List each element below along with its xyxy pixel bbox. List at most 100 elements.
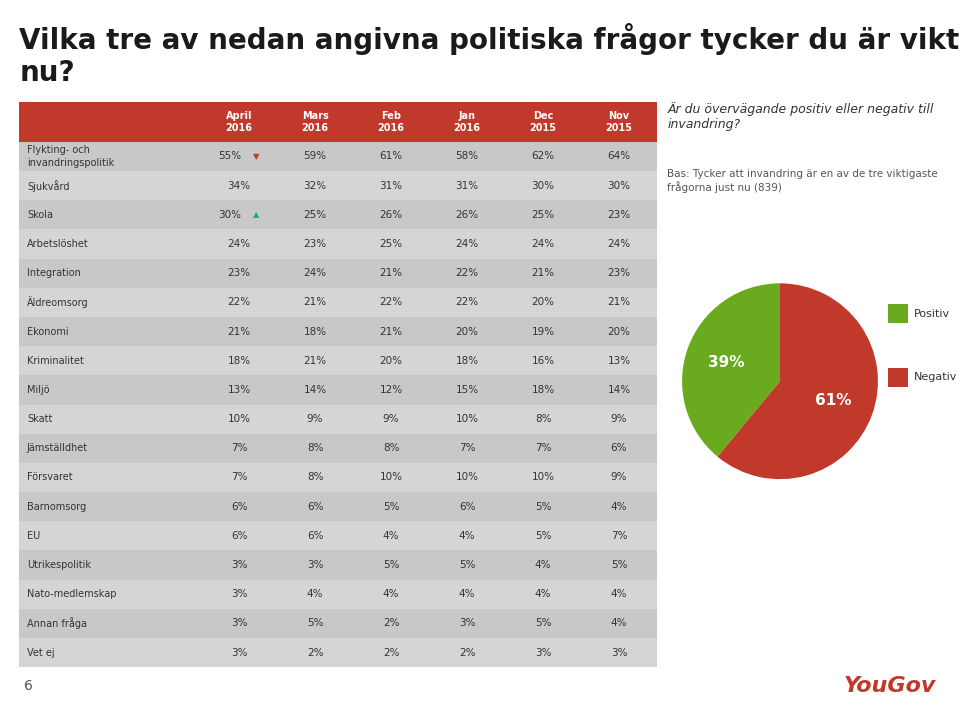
Text: 25%: 25% <box>303 210 326 220</box>
Text: 3%: 3% <box>230 647 248 657</box>
Text: 20%: 20% <box>532 297 555 307</box>
Text: 26%: 26% <box>455 210 479 220</box>
Text: Arbetslöshet: Arbetslöshet <box>27 239 88 249</box>
Text: 3%: 3% <box>307 560 324 570</box>
Text: Flykting- och
invandringspolitik: Flykting- och invandringspolitik <box>27 145 114 168</box>
Text: 7%: 7% <box>611 531 627 541</box>
Text: 14%: 14% <box>608 385 631 395</box>
Text: 6: 6 <box>24 679 33 693</box>
Text: 22%: 22% <box>455 297 479 307</box>
Text: 22%: 22% <box>228 297 251 307</box>
Text: 20%: 20% <box>456 327 478 337</box>
Text: Negativ: Negativ <box>914 372 957 382</box>
Text: 23%: 23% <box>228 268 251 278</box>
Text: 3%: 3% <box>459 618 475 628</box>
Text: 59%: 59% <box>303 152 326 162</box>
Text: 64%: 64% <box>608 152 631 162</box>
Text: Vilka tre av nedan angivna politiska frågor tycker du är viktigast just
nu?: Vilka tre av nedan angivna politiska frå… <box>19 23 960 87</box>
Text: ▲: ▲ <box>252 210 259 220</box>
Text: 5%: 5% <box>383 560 399 570</box>
Text: 9%: 9% <box>611 414 627 424</box>
Text: 5%: 5% <box>307 618 324 628</box>
Text: 22%: 22% <box>379 297 402 307</box>
Text: 24%: 24% <box>303 268 326 278</box>
Text: 4%: 4% <box>611 590 627 599</box>
Text: 5%: 5% <box>535 531 551 541</box>
Text: 4%: 4% <box>383 590 399 599</box>
Text: 18%: 18% <box>455 356 479 366</box>
Text: 6%: 6% <box>611 443 627 453</box>
Text: 25%: 25% <box>532 210 555 220</box>
Text: 10%: 10% <box>532 472 555 482</box>
Text: Miljö: Miljö <box>27 385 50 395</box>
Text: 4%: 4% <box>535 590 551 599</box>
Text: 21%: 21% <box>532 268 555 278</box>
Text: 19%: 19% <box>532 327 555 337</box>
Text: YouGov: YouGov <box>844 676 936 696</box>
Text: 15%: 15% <box>455 385 479 395</box>
Text: 7%: 7% <box>230 472 248 482</box>
Text: 3%: 3% <box>535 647 551 657</box>
Text: 61%: 61% <box>815 393 852 408</box>
Text: 21%: 21% <box>228 327 251 337</box>
Text: 58%: 58% <box>455 152 479 162</box>
Text: Bas: Tycker att invandring är en av de tre viktigaste
frågorna just nu (839): Bas: Tycker att invandring är en av de t… <box>667 169 938 193</box>
Text: 4%: 4% <box>459 590 475 599</box>
Text: Nov
2015: Nov 2015 <box>606 112 633 133</box>
Text: 6%: 6% <box>230 531 248 541</box>
Text: 9%: 9% <box>307 414 324 424</box>
Text: Barnomsorg: Barnomsorg <box>27 502 86 512</box>
Text: EU: EU <box>27 531 40 541</box>
Text: 32%: 32% <box>303 181 326 191</box>
Bar <box>888 304 908 323</box>
Text: Äldreomsorg: Äldreomsorg <box>27 297 88 309</box>
Text: 6%: 6% <box>307 502 324 512</box>
Text: 4%: 4% <box>307 590 324 599</box>
Text: Skatt: Skatt <box>27 414 52 424</box>
Text: April
2016: April 2016 <box>226 112 252 133</box>
Text: 6%: 6% <box>230 502 248 512</box>
Text: 2%: 2% <box>307 647 324 657</box>
Text: 3%: 3% <box>230 560 248 570</box>
Text: 3%: 3% <box>230 618 248 628</box>
Text: 31%: 31% <box>379 181 402 191</box>
Text: 13%: 13% <box>608 356 631 366</box>
Text: 30%: 30% <box>608 181 631 191</box>
Text: 4%: 4% <box>611 618 627 628</box>
Text: 21%: 21% <box>303 297 326 307</box>
Text: 24%: 24% <box>608 239 631 249</box>
Text: 2%: 2% <box>383 647 399 657</box>
Text: 7%: 7% <box>535 443 551 453</box>
Text: 9%: 9% <box>383 414 399 424</box>
Text: 30%: 30% <box>532 181 555 191</box>
Text: Vet ej: Vet ej <box>27 647 55 657</box>
Text: 3%: 3% <box>611 647 627 657</box>
Text: 21%: 21% <box>379 268 402 278</box>
Text: Mars
2016: Mars 2016 <box>301 112 328 133</box>
Text: ▼: ▼ <box>252 152 259 161</box>
Text: 3%: 3% <box>230 590 248 599</box>
Text: 23%: 23% <box>608 210 631 220</box>
Text: 5%: 5% <box>535 502 551 512</box>
Text: 24%: 24% <box>228 239 251 249</box>
Text: Utrikespolitik: Utrikespolitik <box>27 560 91 570</box>
Text: 34%: 34% <box>228 181 251 191</box>
Text: 8%: 8% <box>307 443 324 453</box>
Text: 2%: 2% <box>459 647 475 657</box>
Text: 4%: 4% <box>383 531 399 541</box>
Text: Är du övervägande positiv eller negativ till
invandring?: Är du övervägande positiv eller negativ … <box>667 102 933 131</box>
Text: 25%: 25% <box>379 239 402 249</box>
Text: 24%: 24% <box>532 239 555 249</box>
Text: 30%: 30% <box>219 210 242 220</box>
Text: 31%: 31% <box>455 181 479 191</box>
Text: 18%: 18% <box>532 385 555 395</box>
Text: 7%: 7% <box>230 443 248 453</box>
Text: 5%: 5% <box>535 618 551 628</box>
Text: 23%: 23% <box>608 268 631 278</box>
Text: 2%: 2% <box>383 618 399 628</box>
Text: 20%: 20% <box>608 327 631 337</box>
Text: 5%: 5% <box>459 560 475 570</box>
Text: 4%: 4% <box>535 560 551 570</box>
Text: Jämställdhet: Jämställdhet <box>27 443 88 453</box>
Text: 18%: 18% <box>228 356 251 366</box>
